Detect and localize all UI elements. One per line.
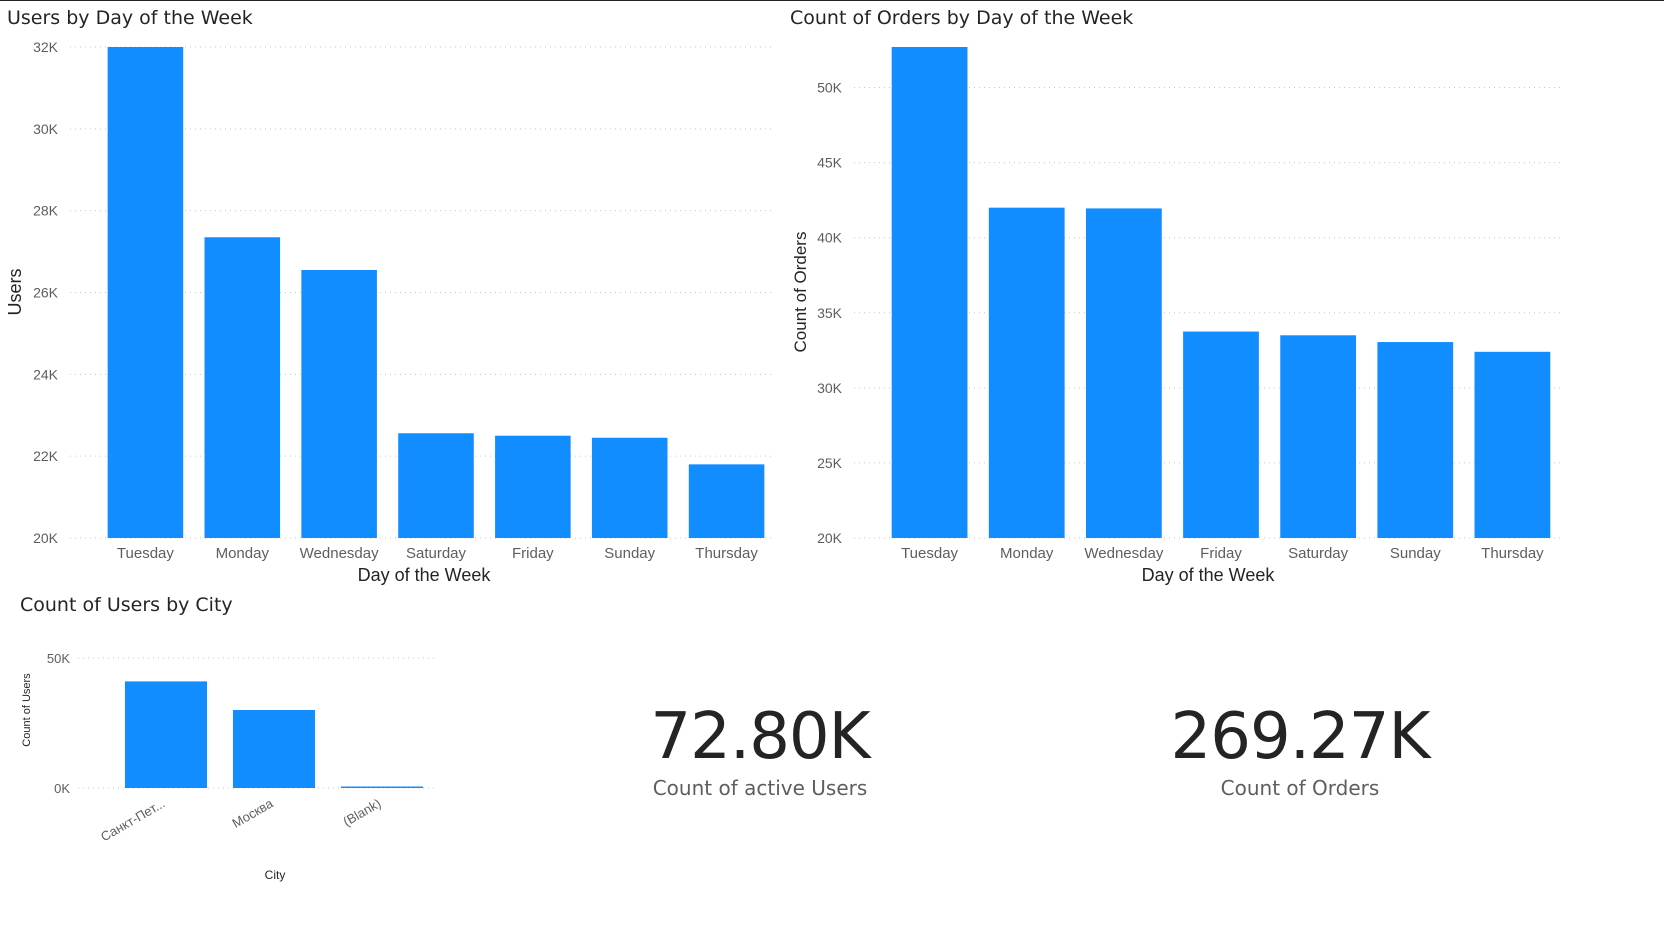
x-category-label: Москва [230,795,277,831]
y-tick-label: 26K [33,285,59,301]
x-category-label: Saturday [1288,545,1349,562]
y-axis-title: Users [5,268,25,315]
bar [495,435,571,538]
y-tick-label: 50K [817,80,843,96]
orders-by-day-visual[interactable]: Count of Orders by Day of the Week 20K 25… [784,0,1564,600]
x-category-label: Tuesday [117,545,174,562]
users-by-city-visual[interactable]: Count of Users by City 0K 50K Санкт-Пет...… [0,594,500,900]
bar [107,47,184,538]
users-by-day-visual[interactable]: Users by Day of the Week 20K 22K 24K 26K 28K… [0,0,780,600]
y-tick-label: 50K [47,651,70,666]
y-axis-title: Count of Users [21,673,33,747]
chart-title: Count of Orders by Day of the Week [790,7,1134,29]
bar [891,47,968,538]
y-tick-label: 45K [817,155,843,171]
bar [988,207,1065,538]
bar [124,681,208,788]
chart-title: Users by Day of the Week [7,7,253,29]
y-tick-label: 20K [817,530,843,546]
chart-title: Count of Users by City [20,594,233,616]
bar [204,237,281,538]
x-axis-title: Day of the Week [1142,565,1276,585]
active-users-card[interactable]: 72.80K Count of active Users [560,690,960,820]
card-value: 269.27K [1170,700,1431,774]
card-label: Count of active Users [652,776,868,800]
y-tick-label: 32K [33,39,59,55]
x-category-label: Санкт-Пет... [98,796,167,845]
x-category-label: Sunday [604,545,655,562]
x-axis-title: Day of the Week [358,565,492,585]
y-tick-label: 25K [817,455,843,471]
bar [1085,208,1162,538]
orders-card[interactable]: 269.27K Count of Orders [1100,690,1500,820]
bar [688,464,765,538]
orders-by-day-chart: 20K 25K 30K 35K 40K 45K 50K Tuesday Monday Wednes… [791,47,1561,585]
bar [1183,331,1259,538]
y-tick-label: 28K [33,203,59,219]
x-category-label: Sunday [1390,545,1441,562]
bar [591,437,668,538]
card-value: 72.80K [650,700,870,774]
y-axis-title: Count of Orders [791,232,810,353]
y-tick-label: 30K [33,121,59,137]
users-by-day-chart: 20K 22K 24K 26K 28K 30K 32K Tuesday Monday Wednes… [5,39,775,585]
y-tick-label: 35K [817,305,843,321]
x-category-label: Thursday [1481,545,1544,562]
card-label: Count of Orders [1220,776,1380,800]
bar [232,710,316,788]
x-category-label: Saturday [406,545,467,562]
bar [301,269,377,538]
y-tick-label: 40K [817,230,843,246]
x-category-label: Thursday [695,545,758,562]
x-category-label: Wednesday [300,545,379,562]
bar [340,786,424,788]
y-tick-label: 20K [33,530,59,546]
x-category-label: Friday [1200,545,1242,562]
x-category-label: (Blank) [340,796,383,830]
y-tick-label: 0K [54,781,70,796]
y-tick-label: 22K [33,448,59,464]
x-axis-title: City [265,868,286,882]
x-category-label: Monday [1000,545,1054,562]
users-by-city-chart: 0K 50K Санкт-Пет... Москва (Blank) City Count … [21,651,436,882]
y-tick-label: 30K [817,380,843,396]
bar [398,433,474,538]
x-category-label: Wednesday [1084,545,1163,562]
top-border [0,0,1664,1]
x-category-label: Monday [216,545,270,562]
bar [1280,335,1357,538]
x-category-label: Friday [512,545,554,562]
bar [1377,342,1454,538]
y-tick-label: 24K [33,366,59,382]
bar [1474,351,1551,538]
x-category-label: Tuesday [901,545,958,562]
